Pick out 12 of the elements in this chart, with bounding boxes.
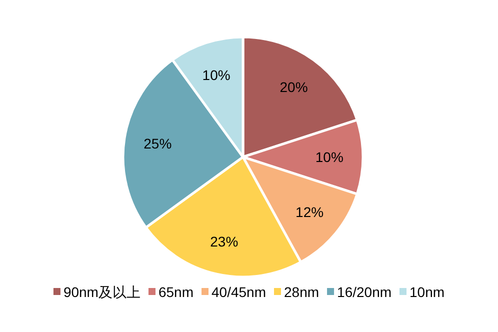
legend-label: 28nm — [284, 284, 320, 300]
data-label: 25% — [144, 135, 172, 152]
legend-label: 65nm — [158, 284, 194, 300]
data-label: 10% — [202, 66, 230, 83]
legend-label: 10nm — [410, 284, 445, 300]
legend-label: 90nm及以上 — [63, 284, 140, 300]
data-label: 20% — [280, 79, 308, 96]
legend-label: 40/45nm — [212, 284, 266, 300]
data-label: 10% — [315, 149, 344, 165]
data-label: 23% — [210, 233, 238, 250]
legend-label: 16/20nm — [337, 284, 392, 300]
data-label: 12% — [296, 204, 324, 220]
